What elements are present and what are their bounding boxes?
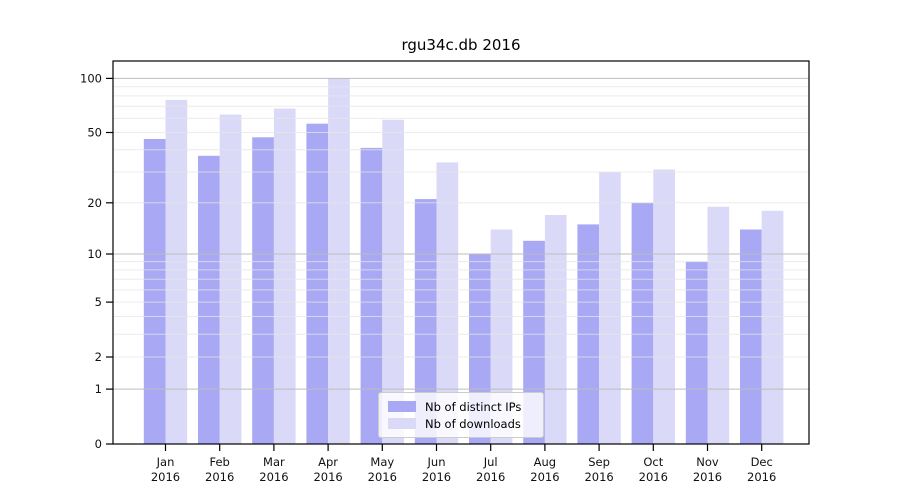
x-tick-label-month: Oct	[643, 455, 663, 469]
bar-distinct-ips-jun-2016	[414, 199, 437, 444]
x-tick-label-month: Nov	[696, 455, 719, 469]
legend-item-downloads: Nb of downloads	[388, 416, 534, 431]
bar-distinct-ips-may-2016	[360, 147, 383, 444]
bar-downloads-sep-2016	[599, 172, 621, 444]
legend-label-distinct-ips: Nb of distinct IPs	[425, 399, 522, 414]
x-tick-label-month: Dec	[751, 455, 773, 469]
bar-distinct-ips-mar-2016	[252, 137, 274, 445]
x-tick-label-year: 2016	[422, 470, 451, 484]
x-tick-label-month: Jun	[427, 455, 446, 469]
plot-frame	[112, 60, 810, 445]
bar-distinct-ips-apr-2016	[306, 123, 329, 444]
bar-downloads-may-2016	[382, 119, 404, 444]
x-tick-label-year: 2016	[584, 470, 613, 484]
x-tick-label-year: 2016	[693, 470, 722, 484]
legend-item-distinct-ips: Nb of distinct IPs	[388, 399, 534, 414]
y-tick-label: 10	[87, 247, 102, 261]
y-tick-label: 20	[87, 196, 102, 210]
chart-title: rgu34c.db 2016	[401, 36, 521, 54]
bar-downloads-aug-2016	[544, 215, 567, 444]
legend-label-downloads: Nb of downloads	[425, 416, 521, 431]
bar-downloads-oct-2016	[653, 169, 675, 444]
y-tick-label: 0	[95, 437, 102, 451]
bar-downloads-mar-2016	[273, 108, 296, 444]
x-tick-label-month: Aug	[534, 455, 556, 469]
y-tick-label: 100	[80, 71, 102, 85]
x-tick-label-month: Feb	[210, 455, 230, 469]
bar-downloads-nov-2016	[707, 206, 730, 444]
bar-distinct-ips-oct-2016	[631, 202, 654, 444]
bar-downloads-jul-2016	[490, 229, 513, 444]
y-tick-label: 5	[95, 295, 102, 309]
bar-distinct-ips-jan-2016	[143, 139, 166, 444]
bar-distinct-ips-feb-2016	[198, 155, 220, 445]
bar-downloads-jun-2016	[436, 162, 459, 444]
x-tick-label-year: 2016	[476, 470, 505, 484]
bar-downloads-dec-2016	[761, 210, 784, 444]
x-tick-label-month: Jan	[156, 455, 175, 469]
y-tick-label: 50	[87, 126, 102, 140]
x-tick-label-month: Jul	[483, 455, 498, 469]
legend: Nb of distinct IPs Nb of downloads	[378, 392, 544, 438]
x-tick-label-year: 2016	[313, 470, 342, 484]
y-tick-label: 2	[95, 350, 102, 364]
bar-downloads-jan-2016	[165, 99, 188, 445]
legend-swatch-distinct-ips-icon	[388, 401, 416, 412]
y-tick-label: 1	[95, 382, 102, 396]
bar-distinct-ips-nov-2016	[685, 261, 708, 444]
x-tick-label-year: 2016	[368, 470, 397, 484]
x-tick-label-month: Sep	[588, 455, 610, 469]
x-tick-label-year: 2016	[151, 470, 180, 484]
x-tick-label-month: Mar	[263, 455, 285, 469]
x-tick-label-year: 2016	[530, 470, 559, 484]
x-tick-label-month: May	[370, 455, 394, 469]
x-tick-label-year: 2016	[205, 470, 234, 484]
legend-swatch-downloads-icon	[388, 418, 416, 429]
x-tick-label-year: 2016	[639, 470, 668, 484]
x-tick-label-month: Apr	[318, 455, 338, 469]
bar-distinct-ips-dec-2016	[740, 229, 762, 444]
x-tick-label-year: 2016	[747, 470, 776, 484]
x-tick-label-year: 2016	[259, 470, 288, 484]
